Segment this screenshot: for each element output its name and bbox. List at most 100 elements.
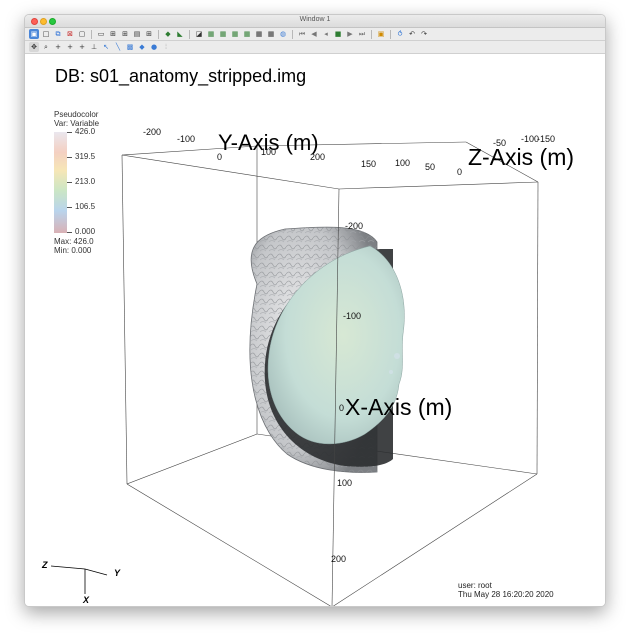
- point-pick-icon[interactable]: +: [79, 42, 85, 51]
- fullscreen-icon[interactable]: ▣: [377, 29, 385, 38]
- legend-tick-label: 106.5: [75, 202, 96, 211]
- y-axis-tick: 200: [310, 152, 326, 162]
- layout-3x3-icon[interactable]: ⊞: [146, 29, 152, 38]
- user-name: user: root: [458, 581, 492, 590]
- brain-isosurface: [249, 226, 405, 473]
- z-axis-label: Z-Axis (m): [468, 144, 575, 170]
- toolbar-main: ▣ □ ⧉ ⊠ ▢ ▭ ⊞ ⊞ ▤ ⊞ ◆ ◣ ◪ ▦ ▦ ▦ ▦ ▦ ▦ ◍ …: [25, 28, 605, 41]
- zoom-window-icon[interactable]: [49, 18, 56, 25]
- database-title: DB: s01_anatomy_stripped.img: [55, 66, 307, 86]
- x-axis-tick: -100: [343, 311, 362, 321]
- layout-3x2-icon[interactable]: ⊞: [122, 29, 128, 38]
- toolbar-interaction: ✥ ⌕ + + + ⊥ ↖ ╲ ▩ ◆ ● ⦙: [25, 41, 605, 54]
- z-axis-tick: -150: [537, 134, 556, 144]
- legend-tick-mark: [67, 132, 72, 133]
- legend-max: Max: 426.0: [54, 237, 94, 246]
- line-tool-icon[interactable]: ⦙: [165, 42, 167, 51]
- bounding-box-front: [126, 141, 539, 606]
- spin-icon[interactable]: ⥀: [397, 29, 403, 38]
- clone-window-icon[interactable]: ⧉: [55, 29, 61, 38]
- box-tool-icon[interactable]: ▩: [126, 42, 134, 51]
- minimize-window-icon[interactable]: [40, 18, 47, 25]
- pan-icon[interactable]: ╲: [115, 42, 121, 51]
- lock-time-icon[interactable]: ▦: [207, 29, 215, 38]
- zoom-icon[interactable]: ⌕: [44, 42, 48, 51]
- legend-tick-label: 426.0: [75, 127, 96, 136]
- add-plot-icon[interactable]: ◆: [165, 29, 171, 38]
- triad-x-label: X: [83, 595, 90, 605]
- play-icon[interactable]: ▶: [347, 29, 353, 38]
- z-axis-tick: 100: [395, 158, 411, 168]
- layout-2x2-icon[interactable]: ⊞: [110, 29, 116, 38]
- line-out-icon[interactable]: ⊥: [90, 42, 98, 51]
- visit-window: Window 1 ▣ □ ⧉ ⊠ ▢ ▭ ⊞ ⊞ ▤ ⊞ ◆ ◣ ◪ ▦ ▦ ▦…: [24, 14, 606, 607]
- render-timestamp: Thu May 28 16:20:20 2020: [458, 590, 554, 599]
- y-axis-tick: 0: [217, 152, 223, 162]
- pseudocolor-legend-header: Pseudocolor Var: Variable: [54, 110, 99, 128]
- title-bar: Window 1: [25, 15, 605, 28]
- y-axis-tick: 100: [261, 147, 277, 157]
- z-axis-tick: 150: [361, 159, 377, 169]
- z-axis-tick: 0: [457, 167, 463, 177]
- stop-icon[interactable]: ■: [334, 29, 342, 38]
- delete-window-icon[interactable]: ⊠: [67, 29, 73, 38]
- z-axis-tick: 50: [425, 162, 436, 172]
- back-step-icon[interactable]: ◀: [311, 29, 317, 38]
- x-axis-tick: -200: [345, 221, 364, 231]
- redo-view-icon[interactable]: ↷: [421, 29, 427, 38]
- copy-annotation-icon[interactable]: ▦: [255, 29, 263, 38]
- active-window-icon[interactable]: ▣: [29, 29, 39, 39]
- z-axis-tick: -100: [521, 134, 540, 144]
- rewind-icon[interactable]: ⏮: [298, 29, 306, 38]
- y-axis-label: Y-Axis (m): [218, 130, 319, 155]
- legend-color-bar: [54, 132, 67, 233]
- render-scene: [50, 141, 539, 606]
- legend-min: Min: 0.000: [54, 246, 92, 255]
- y-axis-tick: -100: [177, 134, 196, 144]
- z-axis-tick: -50: [493, 138, 507, 148]
- toolbar-separator: [91, 29, 92, 39]
- user-info: user: root Thu May 28 16:20:20 2020: [458, 581, 554, 599]
- copy-lighting-icon[interactable]: ▦: [243, 29, 251, 38]
- legend-tick-mark: [67, 157, 72, 158]
- zone-pick-icon[interactable]: +: [55, 42, 61, 51]
- undo-view-icon[interactable]: ↶: [409, 29, 415, 38]
- new-window-icon[interactable]: □: [42, 29, 50, 38]
- legend-tick-mark: [67, 232, 72, 233]
- toolbar-separator: [189, 29, 190, 39]
- legend-tick-label: 0.000: [75, 227, 96, 236]
- node-pick-icon[interactable]: +: [67, 42, 73, 51]
- toolbar-separator: [371, 29, 372, 39]
- copy-plots-icon[interactable]: ▦: [267, 29, 275, 38]
- render-viewport[interactable]: DB: s01_anatomy_stripped.img Pseudocolor…: [25, 54, 605, 606]
- navigate-icon[interactable]: ✥: [29, 42, 39, 52]
- copy-all-icon[interactable]: ◍: [279, 29, 287, 38]
- toolbar-separator: [158, 29, 159, 39]
- rotate-icon[interactable]: ↖: [103, 42, 109, 51]
- legend-tick-label: 319.5: [75, 152, 96, 161]
- x-axis-tick: 0: [339, 403, 345, 413]
- close-window-icon[interactable]: [31, 18, 38, 25]
- plane-tool-icon[interactable]: ◆: [139, 42, 145, 51]
- triad-y-label: Y: [114, 568, 121, 578]
- forward-step-icon[interactable]: ⏭: [358, 29, 366, 38]
- legend-tick-label: 213.0: [75, 177, 96, 186]
- x-axis-label: X-Axis (m): [345, 394, 453, 420]
- add-operator-icon[interactable]: ◣: [177, 29, 183, 38]
- clear-window-icon[interactable]: ▢: [78, 29, 86, 38]
- copy-view-icon[interactable]: ▦: [231, 29, 239, 38]
- toolbar-separator: [390, 29, 391, 39]
- legend-variable: Var: Variable: [54, 119, 100, 128]
- back-icon[interactable]: ◂: [324, 29, 328, 38]
- sphere-tool-icon[interactable]: ●: [150, 42, 158, 51]
- y-axis-tick: -200: [143, 127, 162, 137]
- legend-tick-mark: [67, 182, 72, 183]
- lock-tools-icon[interactable]: ▦: [219, 29, 227, 38]
- layout-2x4-icon[interactable]: ▤: [133, 29, 141, 38]
- toolbar-separator: [292, 29, 293, 39]
- lock-view-icon[interactable]: ◪: [195, 29, 203, 38]
- window-title: Window 1: [299, 16, 331, 23]
- legend-plot-type: Pseudocolor: [54, 110, 99, 119]
- legend-tick-mark: [67, 207, 72, 208]
- layout-1x2-icon[interactable]: ▭: [97, 29, 105, 38]
